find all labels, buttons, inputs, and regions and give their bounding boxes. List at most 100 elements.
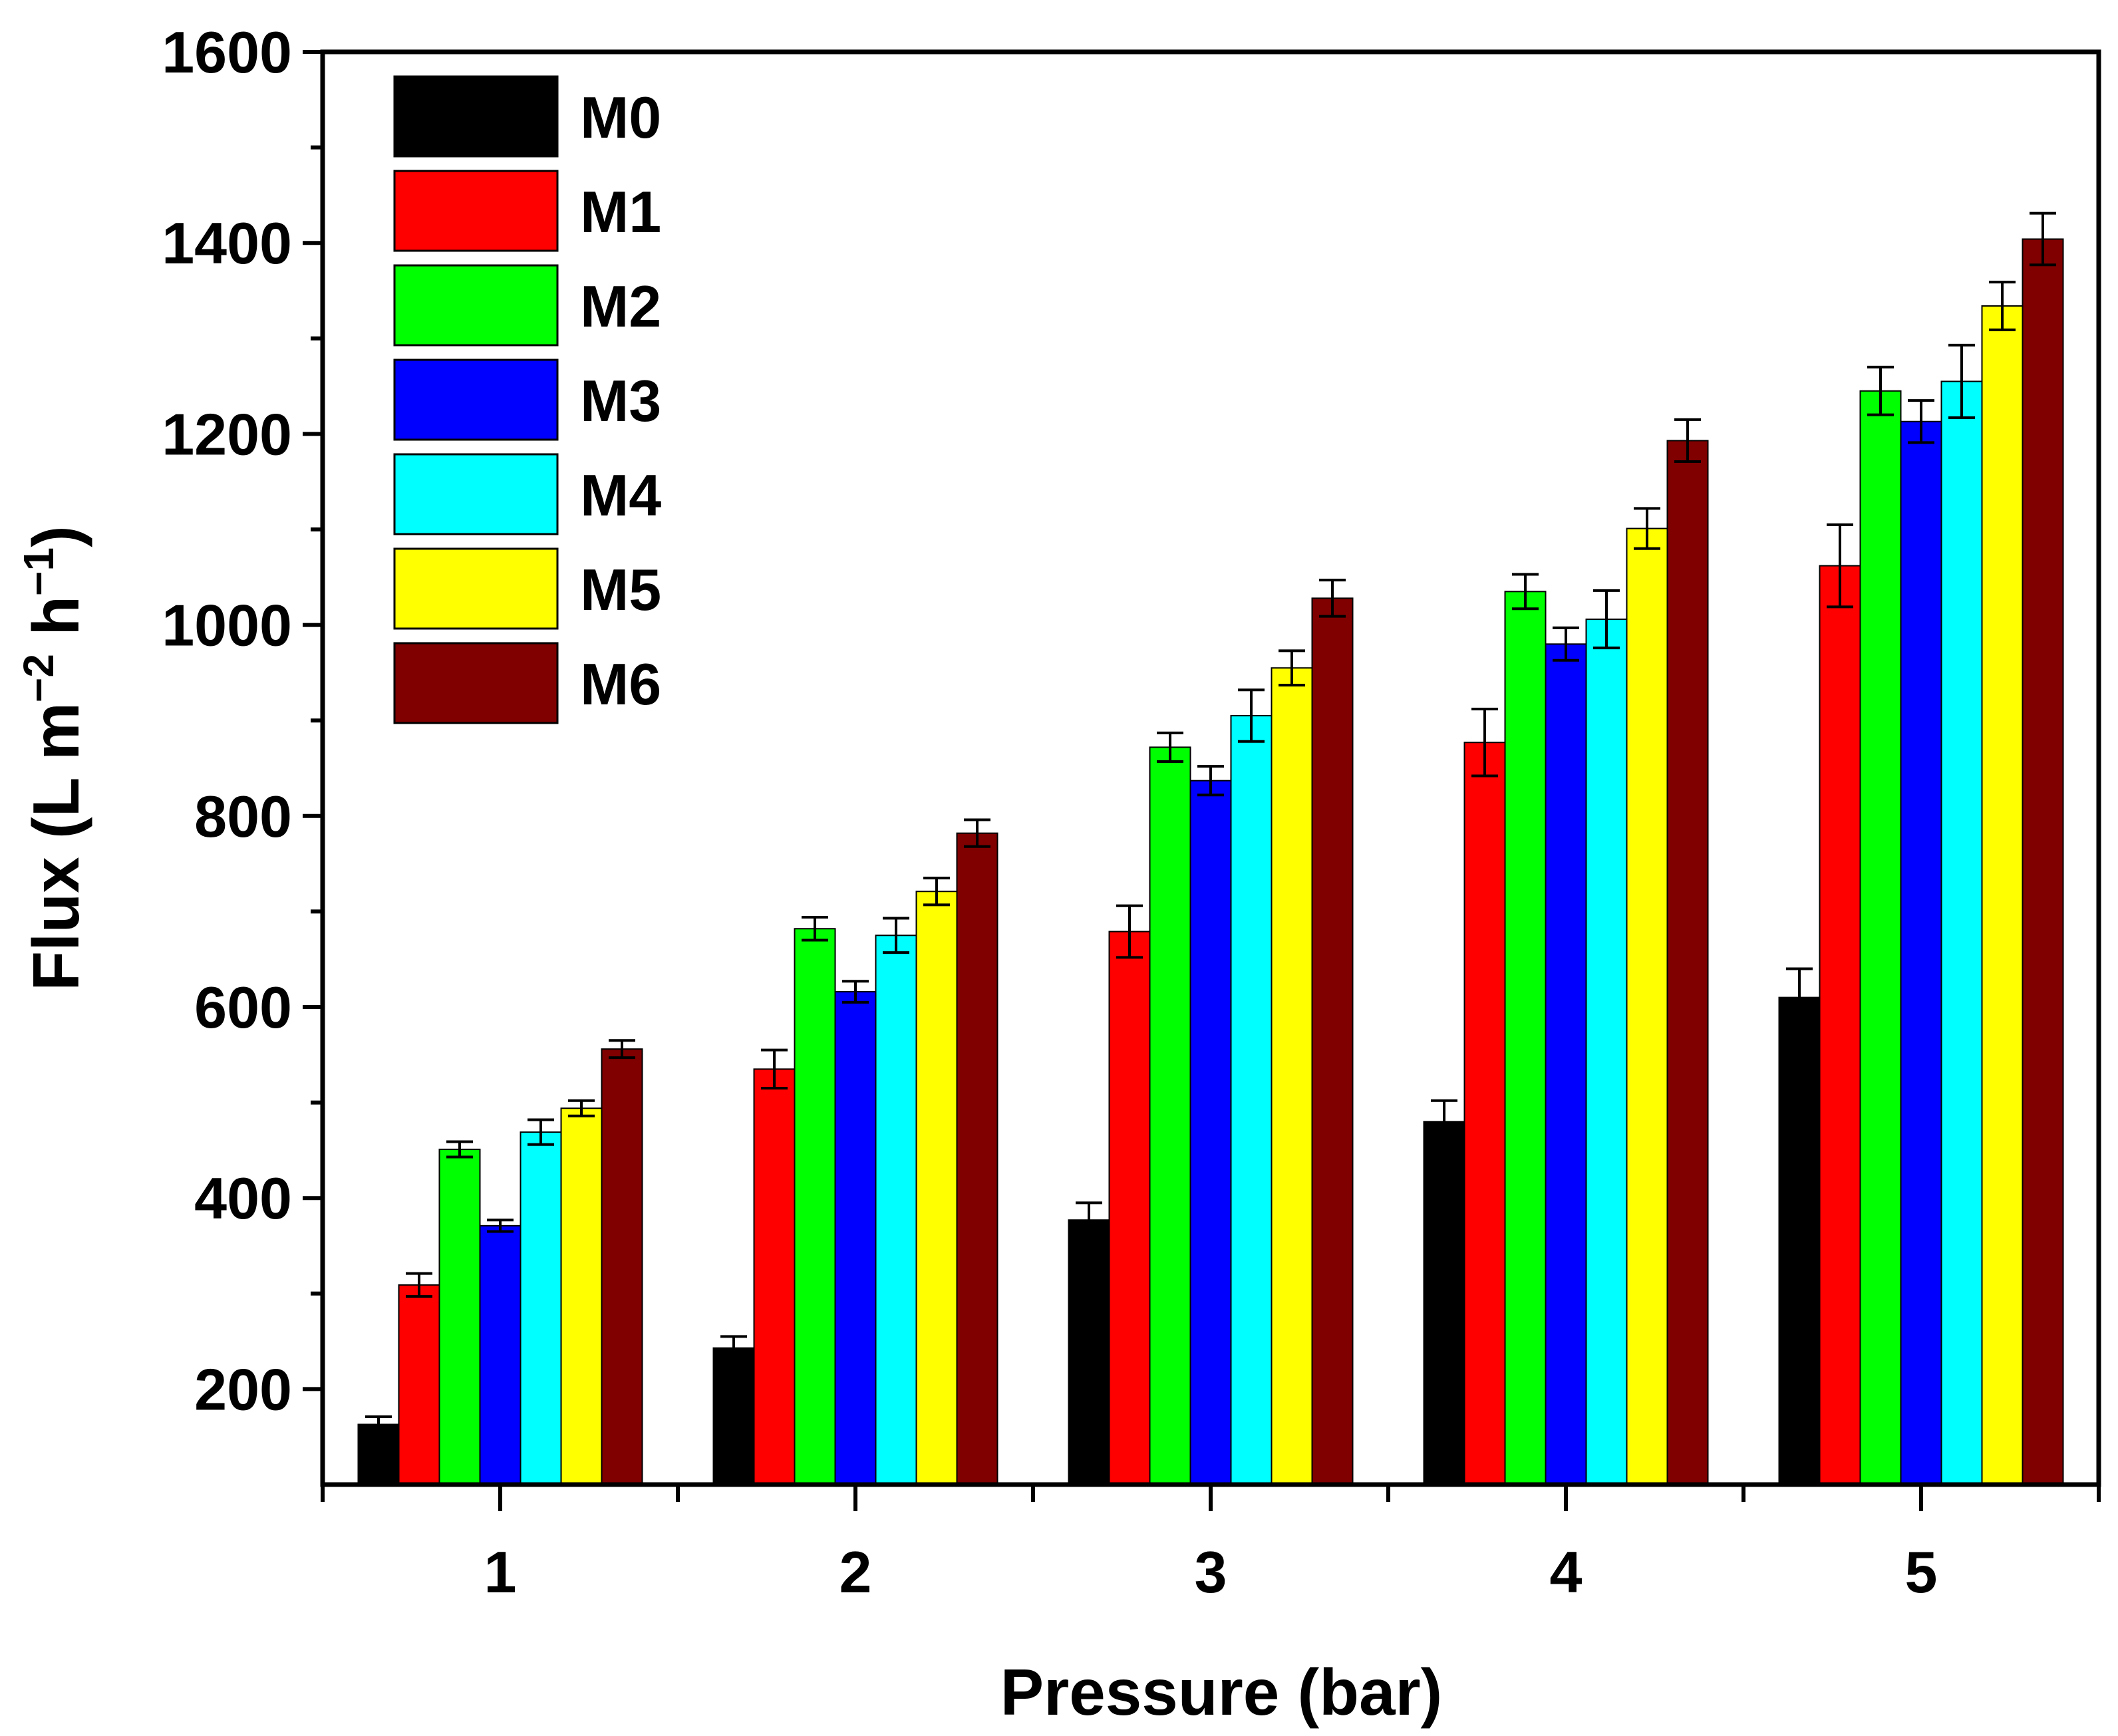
- error-bar-m1-p5: [1827, 523, 1853, 609]
- x-tick-label: 1: [484, 1539, 517, 1605]
- error-bar-m3-p1: [487, 1219, 514, 1233]
- bar-m6-p1: [601, 1048, 643, 1485]
- error-bar-m0-p5: [1786, 967, 1813, 1028]
- legend-swatch-m1: [393, 170, 559, 252]
- bar-m2-p4: [1504, 591, 1547, 1486]
- y-tick-label: 1400: [162, 210, 292, 276]
- y-tick-label: 600: [194, 974, 292, 1040]
- x-tick-label: 4: [1550, 1539, 1583, 1605]
- bar-m0-p3: [1068, 1219, 1110, 1486]
- error-bar-m2-p4: [1512, 573, 1539, 611]
- bar-m5-p5: [1981, 305, 2024, 1486]
- legend-swatch-m5: [393, 547, 559, 630]
- bar-m5-p1: [560, 1107, 603, 1485]
- bar-m0-p2: [712, 1347, 755, 1485]
- y-tick-label: 1000: [162, 593, 292, 658]
- error-bar-m2-p2: [802, 916, 828, 942]
- legend: M0 M1 M2 M3 M4 M5 M6: [393, 75, 661, 724]
- bar-m5-p4: [1626, 527, 1668, 1486]
- error-bar-m5-p4: [1634, 507, 1660, 550]
- bar-m1-p2: [753, 1068, 796, 1485]
- bar-m2-p3: [1149, 746, 1191, 1485]
- y-tick-label: 1600: [162, 19, 292, 85]
- error-bar-m4-p1: [528, 1118, 554, 1146]
- legend-swatch-m2: [393, 264, 559, 347]
- error-bar-m6-p5: [2030, 212, 2056, 267]
- error-bar-m6-p2: [964, 818, 990, 848]
- bar-m4-p5: [1940, 380, 1983, 1485]
- bar-m6-p2: [956, 832, 998, 1485]
- error-bar-m4-p5: [1948, 343, 1975, 419]
- bar-m6-p4: [1666, 440, 1709, 1485]
- bar-m2-p1: [438, 1148, 481, 1485]
- error-bar-m6-p1: [609, 1039, 635, 1060]
- error-bar-m6-p3: [1319, 579, 1346, 618]
- y-tick-label: 1200: [162, 401, 292, 467]
- error-bar-m5-p2: [923, 877, 950, 907]
- bar-m2-p2: [794, 928, 836, 1486]
- error-bar-m1-p4: [1471, 707, 1498, 778]
- error-bar-m5-p3: [1279, 649, 1305, 687]
- bars: [357, 238, 2064, 1486]
- error-bar-m0-p1: [365, 1415, 392, 1434]
- y-tick-label: 800: [194, 784, 292, 849]
- y-axis-title-exp1: −2: [15, 654, 63, 702]
- error-bar-m4-p2: [883, 917, 909, 954]
- bar-m6-p3: [1311, 597, 1354, 1486]
- x-tick-label: 2: [839, 1539, 872, 1605]
- legend-swatch-m0: [393, 75, 559, 158]
- bar-m4-p1: [520, 1131, 562, 1485]
- error-bar-m6-p4: [1674, 418, 1701, 464]
- bar-m1-p5: [1819, 565, 1861, 1485]
- axes: 200 400 600 800 1000 1200 1400 1600 1 2 3 4 5: [162, 19, 2101, 1605]
- bar-m0-p1: [357, 1423, 400, 1485]
- error-bar-m2-p1: [446, 1140, 473, 1159]
- legend-swatch-m4: [393, 453, 559, 535]
- error-bar-m3-p2: [842, 980, 869, 1004]
- error-bar-m3-p5: [1908, 399, 1934, 444]
- legend-label-m3: M3: [580, 368, 661, 434]
- bar-m4-p4: [1585, 618, 1628, 1485]
- y-axis-title: Flux (L m−2 h−1): [15, 525, 92, 990]
- bar-m2-p5: [1859, 390, 1902, 1485]
- error-bar-m0-p3: [1076, 1201, 1102, 1239]
- error-bar-m4-p4: [1593, 589, 1620, 650]
- bar-m3-p5: [1900, 420, 1942, 1485]
- legend-label-m6: M6: [580, 651, 661, 717]
- bar-m6-p5: [2022, 238, 2064, 1485]
- error-bar-m3-p4: [1553, 626, 1579, 662]
- y-tick-label: 400: [194, 1165, 292, 1231]
- error-bars: [365, 212, 2056, 1434]
- x-axis-title: Pressure (bar): [1000, 1656, 1443, 1729]
- y-axis-title-close: ): [19, 525, 92, 547]
- bar-m0-p4: [1423, 1121, 1465, 1485]
- y-axis-title-main: Flux (L m: [19, 702, 92, 991]
- bar-m4-p2: [875, 935, 917, 1486]
- x-tick-label: 3: [1195, 1539, 1227, 1605]
- bar-m1-p3: [1108, 931, 1151, 1485]
- legend-swatch-m3: [393, 359, 559, 441]
- legend-label-m2: M2: [580, 273, 661, 339]
- y-axis-title-mid: h: [19, 596, 92, 654]
- error-bar-m2-p3: [1157, 731, 1183, 763]
- bar-m1-p1: [398, 1284, 440, 1485]
- bar-m0-p5: [1778, 996, 1821, 1485]
- error-bar-m5-p1: [568, 1099, 595, 1117]
- y-axis-title-exp2: −1: [15, 547, 63, 596]
- bar-m3-p1: [479, 1225, 522, 1485]
- bar-m5-p2: [915, 891, 958, 1485]
- error-bar-m1-p1: [406, 1272, 432, 1298]
- x-tick-label: 5: [1905, 1539, 1938, 1605]
- legend-label-m4: M4: [580, 462, 661, 528]
- error-bar-m1-p2: [761, 1048, 788, 1090]
- legend-label-m0: M0: [580, 84, 661, 150]
- bar-m3-p3: [1189, 780, 1232, 1485]
- error-bar-m0-p2: [720, 1335, 747, 1361]
- legend-swatch-m6: [393, 642, 559, 724]
- bar-m5-p3: [1271, 667, 1313, 1485]
- y-tick-label: 200: [194, 1356, 292, 1422]
- error-bar-m4-p3: [1238, 688, 1265, 743]
- bar-m3-p4: [1545, 643, 1587, 1486]
- legend-label-m1: M1: [580, 179, 661, 245]
